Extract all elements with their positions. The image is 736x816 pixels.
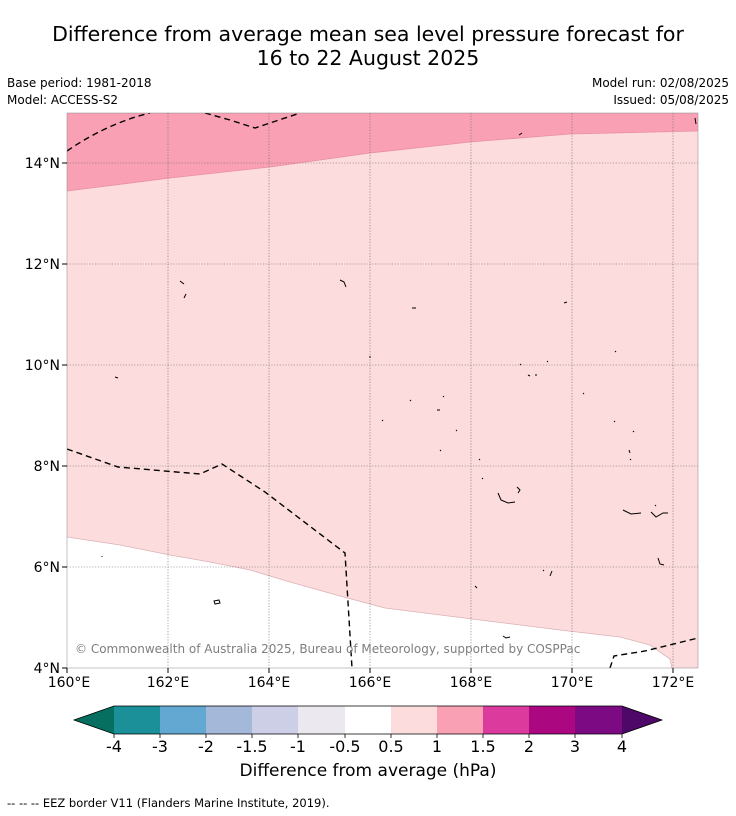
meta-right: Model run: 02/08/2025 Issued: 05/08/2025 <box>592 75 729 109</box>
copyright-notice: © Commonwealth of Australia 2025, Bureau… <box>75 642 580 656</box>
colorbar-swatch <box>529 706 575 734</box>
colorbar-swatch <box>114 706 160 734</box>
lon-label: 164°E <box>248 675 291 691</box>
graticule <box>67 113 698 668</box>
band-pink <box>67 113 698 191</box>
colorbar-label: Difference from average (hPa) <box>239 761 497 781</box>
colorbar-tick-label: 4 <box>617 737 627 756</box>
colorbar-swatch <box>206 706 252 734</box>
colorbar-swatch <box>160 706 206 734</box>
colorbar-tick-label: 1.5 <box>470 737 495 756</box>
title-line-2: 16 to 22 August 2025 <box>256 46 480 70</box>
colorbar-swatch <box>252 706 298 734</box>
colorbar-tick-label: -1.5 <box>236 737 267 756</box>
colorbar-tick-label: 2 <box>524 737 534 756</box>
colorbar-swatch <box>437 706 483 734</box>
meta-left: Base period: 1981-2018 Model: ACCESS-S2 <box>7 75 152 109</box>
colorbar-swatch <box>391 706 437 734</box>
colorbar-tick-label: 0.5 <box>378 737 403 756</box>
lat-label: 12°N <box>25 257 60 273</box>
model-run: Model run: 02/08/2025 <box>591 76 729 90</box>
lon-label: 162°E <box>147 675 190 691</box>
colorbar-ticks <box>113 734 623 738</box>
colorbar-tick-label: 1 <box>432 737 442 756</box>
colorbar-extend-low <box>74 706 114 734</box>
lon-label: 166°E <box>349 675 392 691</box>
contour-0p5 <box>67 536 673 668</box>
colorbar-swatch <box>298 706 345 734</box>
colorbar-tick-label: -1 <box>290 737 306 756</box>
lon-label: 172°E <box>652 675 695 691</box>
chart-title: Difference from average mean sea level p… <box>0 22 736 70</box>
colorbar-tick-label: 3 <box>570 737 580 756</box>
band-light-pink <box>67 113 698 668</box>
eez-borders <box>67 113 698 668</box>
colorbar-tick-label: -4 <box>106 737 122 756</box>
colorbar-tick-label: -3 <box>152 737 168 756</box>
lat-label: 10°N <box>25 358 60 374</box>
colorbar: -4 -3 -2 -1.5 -1 -0.5 0.5 1 1.5 2 3 4 <box>72 705 664 756</box>
colorbar-tick-label: -0.5 <box>329 737 360 756</box>
lat-label: 4°N <box>34 661 60 677</box>
lat-label: 14°N <box>25 156 60 172</box>
title-line-1: Difference from average mean sea level p… <box>52 22 684 46</box>
model-name: Model: ACCESS-S2 <box>7 93 119 107</box>
island-outlines <box>101 117 697 639</box>
colorbar-tick-label: -2 <box>198 737 214 756</box>
lon-label: 168°E <box>450 675 493 691</box>
lat-axis: 14°N 12°N 10°N 8°N 6°N 4°N <box>25 156 67 677</box>
lon-label: 160°E <box>48 675 91 691</box>
colorbar-swatch <box>483 706 529 734</box>
lon-axis: 160°E 162°E 164°E 166°E 168°E 170°E 172°… <box>48 668 695 691</box>
eez-legend-footnote: -- -- -- EEZ border V11 (Flanders Marine… <box>7 796 330 810</box>
map-area: © Commonwealth of Australia 2025, Bureau… <box>67 113 698 668</box>
lat-label: 6°N <box>34 560 60 576</box>
map-frame <box>66 112 699 669</box>
base-period: Base period: 1981-2018 <box>7 76 152 90</box>
colorbar-extend-high <box>622 706 662 734</box>
colorbar-swatch <box>575 706 622 734</box>
colorbar-tick-labels: -4 -3 -2 -1.5 -1 -0.5 0.5 1 1.5 2 3 4 <box>106 737 627 756</box>
colorbar-swatch <box>345 706 391 734</box>
lat-label: 8°N <box>34 459 60 475</box>
issued-date: Issued: 05/08/2025 <box>613 93 729 107</box>
lon-label: 170°E <box>551 675 594 691</box>
